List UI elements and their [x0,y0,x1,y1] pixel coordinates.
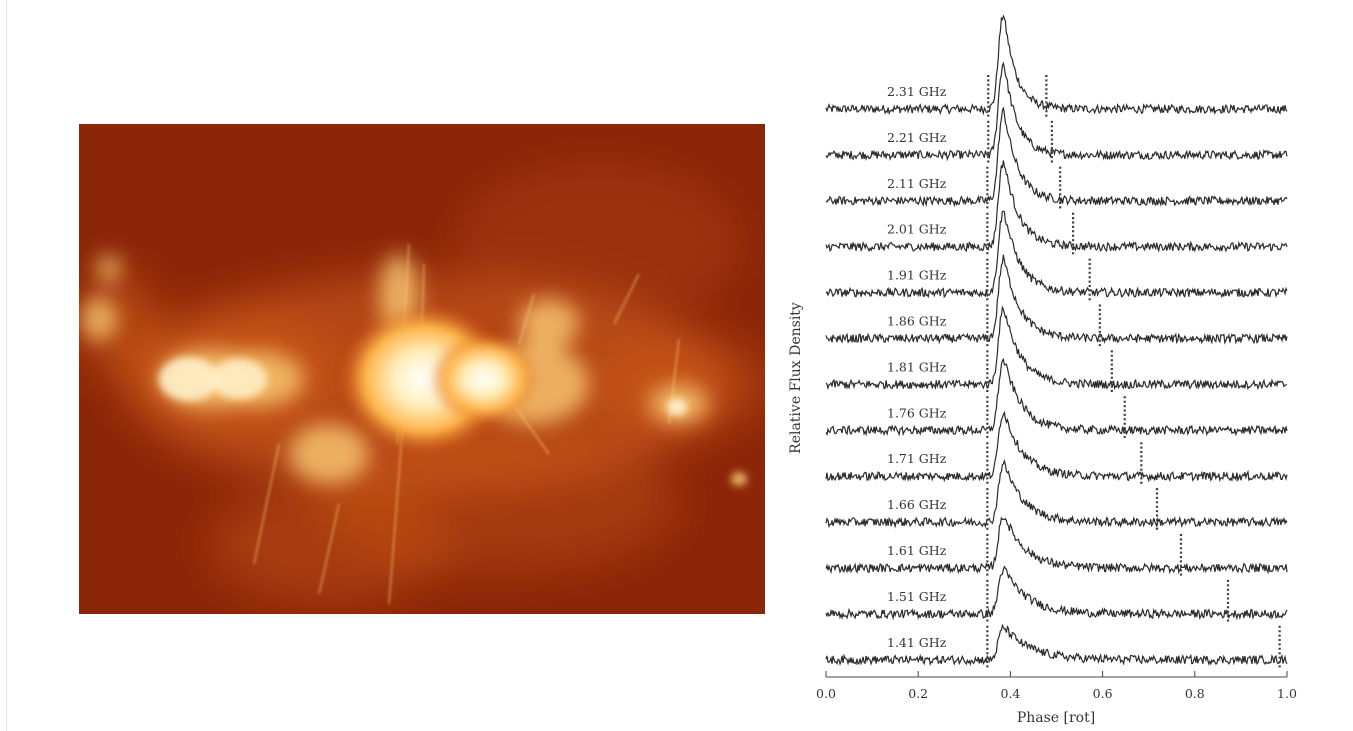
profile-line [825,623,1288,667]
profile-line [825,14,1288,116]
frequency-label: 1.71 GHz [887,451,947,466]
bright-complex-glow [429,334,539,424]
frequency-label: 1.61 GHz [887,543,947,558]
x-tick-label: 0.6 [1093,686,1113,701]
pulse-profile-chart: 2.31 GHz 2.21 GHz 2.11 GHz 2.01 GHz 1.91 GHz… [788,14,1297,726]
profile-line [825,107,1288,208]
source-glow [667,398,687,416]
series-labels: 2.31 GHz 2.21 GHz 2.11 GHz 2.01 GHz 1.91 GHz… [887,84,947,650]
bright-clump [97,255,121,283]
galactic-center-radio-image [79,124,765,614]
frequency-label: 1.76 GHz [887,405,947,420]
left-border-line [6,0,7,731]
radio-filament [318,503,340,595]
profile-line [825,357,1288,437]
profile-line [825,458,1288,529]
diffuse-glow [589,334,765,434]
radio-filament [518,293,535,345]
profile-line [825,305,1288,391]
x-tick-label: 1.0 [1277,686,1297,701]
profile-line [825,210,1288,299]
diffuse-glow [319,434,679,574]
source-glow [731,472,747,486]
radio-filament [613,273,640,325]
x-axis-label: Phase [rot] [1017,710,1095,726]
bright-clump [519,299,579,349]
x-tick-label: 0.4 [1000,686,1020,701]
frequency-label: 1.41 GHz [887,635,947,650]
x-tick-label: 0.8 [1185,686,1205,701]
bright-clump [289,424,369,484]
profile-line [825,516,1288,575]
frequency-label: 1.81 GHz [887,359,947,374]
x-ticks: 0.0 0.2 0.4 0.6 0.8 1.0 [816,671,1297,701]
frequency-label: 2.31 GHz [887,84,947,99]
frequency-label: 2.11 GHz [887,176,947,191]
profile-line [825,61,1288,162]
bright-clump [81,297,117,341]
profile-line [825,160,1288,253]
frequency-label: 1.86 GHz [887,314,947,329]
x-tick-label: 0.2 [908,686,928,701]
profile-line [825,565,1288,621]
x-tick-label: 0.0 [816,686,836,701]
frequency-label: 2.21 GHz [887,130,947,145]
radio-filament [253,443,280,565]
plot-series-group [825,14,1288,670]
source-glow [159,357,219,401]
frequency-label: 1.51 GHz [887,589,947,604]
source-glow [211,359,267,399]
y-axis-label: Relative Flux Density [788,302,804,454]
profile-line [825,254,1288,345]
diffuse-glow [459,164,739,324]
frequency-label: 1.91 GHz [887,268,947,283]
profile-line [825,410,1288,483]
frequency-label: 1.66 GHz [887,497,947,512]
frequency-label: 2.01 GHz [887,222,947,237]
